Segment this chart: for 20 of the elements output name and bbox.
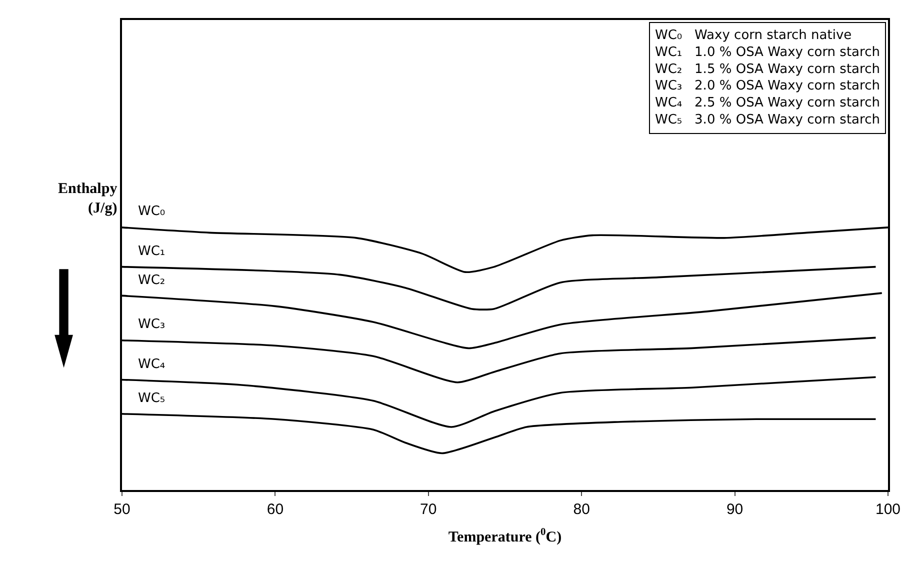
text: WC₂ 1.5 % OSA Waxy corn starch (655, 62, 880, 77)
series-label: WC₅ (138, 391, 166, 406)
series-label: WC₄ (138, 357, 166, 372)
y-axis-title: Enthalpy (J/g) (58, 181, 118, 216)
text: WC₅ 3.0 % OSA Waxy corn starch (655, 112, 880, 128)
series-label: WC₃ (138, 317, 166, 332)
series-label: WC₂ (138, 273, 166, 288)
text: WC₃ 2.0 % OSA Waxy corn starch (655, 78, 880, 94)
x-tick-label: 60 (266, 500, 284, 518)
x-tick-label: 90 (726, 500, 744, 518)
x-tick-label: 50 (114, 500, 130, 518)
text: WC₀ Waxy corn starch native (655, 28, 852, 43)
x-tick-label: 70 (420, 500, 437, 518)
x-axis-title: Temperature ($^{0}$C) (448, 526, 562, 546)
text: WC₄ 2.5 % OSA Waxy corn starch (655, 96, 880, 111)
series-label: WC₀ (138, 204, 166, 219)
text: WC₁ 1.0 % OSA Waxy corn starch (655, 44, 880, 60)
x-tick-label: 80 (573, 500, 590, 518)
series-label: WC₁ (138, 244, 166, 259)
x-tick-label: 100 (875, 500, 901, 518)
